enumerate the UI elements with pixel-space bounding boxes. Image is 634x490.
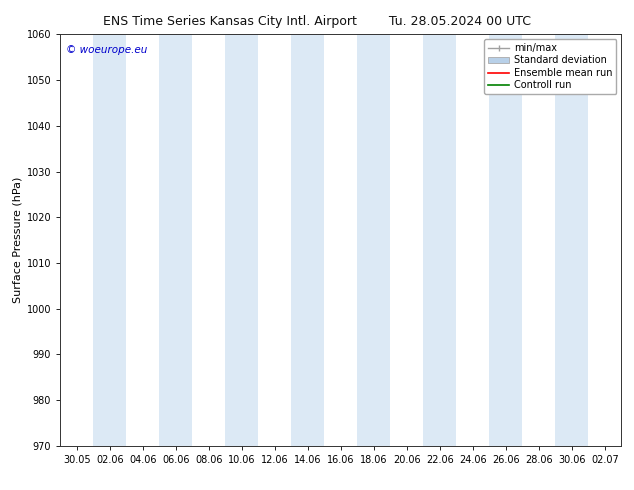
Bar — [291, 34, 324, 446]
Text: © woeurope.eu: © woeurope.eu — [66, 45, 147, 54]
Bar — [358, 34, 391, 446]
Bar — [225, 34, 258, 446]
Legend: min/max, Standard deviation, Ensemble mean run, Controll run: min/max, Standard deviation, Ensemble me… — [484, 39, 616, 94]
Bar — [159, 34, 192, 446]
Bar — [424, 34, 456, 446]
Bar — [93, 34, 126, 446]
Bar — [555, 34, 588, 446]
Y-axis label: Surface Pressure (hPa): Surface Pressure (hPa) — [13, 177, 22, 303]
Bar — [489, 34, 522, 446]
Text: ENS Time Series Kansas City Intl. Airport        Tu. 28.05.2024 00 UTC: ENS Time Series Kansas City Intl. Airpor… — [103, 15, 531, 28]
